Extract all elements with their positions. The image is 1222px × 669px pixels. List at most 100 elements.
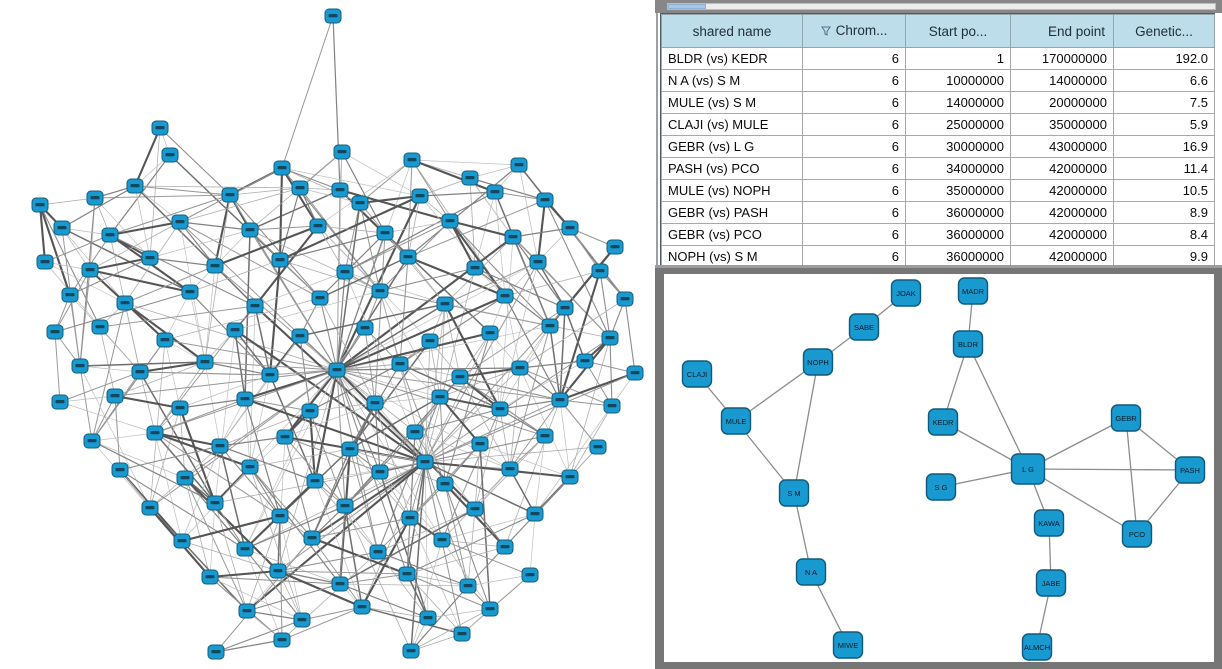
table-row[interactable]: GEBR (vs) PASH 6 36000000 42000000 8.9 xyxy=(661,201,1215,224)
table-row[interactable]: CLAJI (vs) MULE 6 25000000 35000000 5.9 xyxy=(661,113,1215,136)
graph-node[interactable] xyxy=(466,260,484,276)
graph-node[interactable] xyxy=(306,473,324,489)
graph-node[interactable] xyxy=(436,476,454,492)
graph-node[interactable] xyxy=(601,330,619,346)
graph-node[interactable] xyxy=(173,533,191,549)
cell-value[interactable]: 8.4 xyxy=(1113,223,1215,246)
graph-node[interactable] xyxy=(486,184,504,200)
graph-node[interactable] xyxy=(36,254,54,270)
cell-value[interactable]: 6 xyxy=(802,91,906,114)
col-header-chromosome[interactable]: Chrom... xyxy=(802,14,906,48)
cell-value[interactable]: 6 xyxy=(802,179,906,202)
cell-value[interactable]: 170000000 xyxy=(1010,47,1114,70)
graph-node[interactable] xyxy=(171,400,189,416)
graph-node[interactable] xyxy=(273,632,291,648)
graph-node[interactable] xyxy=(246,298,264,314)
cell-value[interactable]: 20000000 xyxy=(1010,91,1114,114)
cell-value[interactable]: 16.9 xyxy=(1113,135,1215,158)
graph-node-shape[interactable] xyxy=(802,348,834,376)
table-row[interactable]: MULE (vs) S M 6 14000000 20000000 7.5 xyxy=(661,91,1215,114)
graph-node[interactable] xyxy=(211,438,229,454)
graph-node[interactable] xyxy=(141,250,159,266)
graph-node[interactable] xyxy=(241,459,259,475)
graph-node[interactable] xyxy=(626,365,644,381)
graph-node[interactable] xyxy=(131,364,149,380)
graph-node-shape[interactable] xyxy=(952,330,984,358)
table-row[interactable]: MULE (vs) NOPH 6 35000000 42000000 10.5 xyxy=(661,179,1215,202)
graph-node[interactable] xyxy=(271,508,289,524)
graph-node[interactable] xyxy=(241,222,259,238)
col-header-genetic[interactable]: Genetic... xyxy=(1113,14,1215,48)
cell-value[interactable]: 43000000 xyxy=(1010,135,1114,158)
graph-node-shape[interactable] xyxy=(890,279,922,307)
cell-shared-name[interactable]: GEBR (vs) PCO xyxy=(661,223,803,246)
graph-node[interactable] xyxy=(521,567,539,583)
col-header-end-point[interactable]: End point xyxy=(1010,14,1114,48)
graph-node[interactable] xyxy=(459,578,477,594)
graph-node[interactable]: SABE xyxy=(848,313,880,341)
graph-node-shape[interactable] xyxy=(848,313,880,341)
graph-node[interactable] xyxy=(436,296,454,312)
graph-node-shape[interactable] xyxy=(1021,633,1053,661)
graph-node[interactable] xyxy=(366,395,384,411)
graph-node-shape[interactable] xyxy=(1035,569,1067,597)
graph-node[interactable] xyxy=(371,464,389,480)
graph-node[interactable] xyxy=(46,324,64,340)
graph-node[interactable]: JABE xyxy=(1035,569,1067,597)
graph-node[interactable] xyxy=(151,120,169,136)
graph-node[interactable] xyxy=(116,295,134,311)
graph-node[interactable] xyxy=(504,229,522,245)
graph-node[interactable] xyxy=(156,332,174,348)
graph-node[interactable] xyxy=(411,188,429,204)
graph-node[interactable] xyxy=(221,187,239,203)
graph-node[interactable] xyxy=(271,252,289,268)
graph-node[interactable] xyxy=(406,424,424,440)
graph-node[interactable] xyxy=(336,264,354,280)
graph-node[interactable] xyxy=(481,325,499,341)
graph-node[interactable] xyxy=(491,401,509,417)
cell-value[interactable]: 8.9 xyxy=(1113,201,1215,224)
cell-value[interactable]: 42000000 xyxy=(1010,157,1114,180)
graph-node[interactable] xyxy=(111,462,129,478)
graph-node-shape[interactable] xyxy=(1033,509,1065,537)
cell-value[interactable]: 192.0 xyxy=(1113,47,1215,70)
table-row[interactable]: N A (vs) S M 6 10000000 14000000 6.6 xyxy=(661,69,1215,92)
cell-value[interactable]: 6 xyxy=(802,245,906,268)
graph-node[interactable] xyxy=(353,599,371,615)
graph-node[interactable] xyxy=(91,319,109,335)
cell-shared-name[interactable]: GEBR (vs) PASH xyxy=(661,201,803,224)
graph-node[interactable] xyxy=(53,220,71,236)
funnel-icon[interactable] xyxy=(820,24,831,39)
graph-node[interactable] xyxy=(126,178,144,194)
graph-node[interactable] xyxy=(591,263,609,279)
cell-value[interactable]: 42000000 xyxy=(1010,179,1114,202)
graph-node[interactable] xyxy=(301,403,319,419)
graph-node[interactable] xyxy=(401,510,419,526)
table-row[interactable]: NOPH (vs) S M 6 36000000 42000000 9.9 xyxy=(661,245,1215,268)
graph-node[interactable] xyxy=(324,8,342,24)
graph-node[interactable] xyxy=(453,626,471,642)
graph-node[interactable] xyxy=(206,495,224,511)
graph-node[interactable] xyxy=(309,218,327,234)
graph-node[interactable] xyxy=(201,569,219,585)
graph-node[interactable] xyxy=(331,576,349,592)
graph-node[interactable] xyxy=(181,284,199,300)
graph-node[interactable] xyxy=(536,428,554,444)
graph-node[interactable] xyxy=(273,160,291,176)
table-row[interactable]: GEBR (vs) L G 6 30000000 43000000 16.9 xyxy=(661,135,1215,158)
cell-value[interactable]: 6.6 xyxy=(1113,69,1215,92)
graph-node[interactable] xyxy=(471,436,489,452)
graph-node[interactable] xyxy=(403,152,421,168)
graph-node[interactable] xyxy=(341,441,359,457)
graph-node[interactable]: MIWE xyxy=(832,631,864,659)
graph-node[interactable] xyxy=(501,461,519,477)
cell-value[interactable]: 36000000 xyxy=(905,201,1011,224)
cell-value[interactable]: 25000000 xyxy=(905,113,1011,136)
graph-node[interactable] xyxy=(196,354,214,370)
graph-node[interactable] xyxy=(536,192,554,208)
graph-node[interactable]: MADR xyxy=(957,277,989,305)
cell-value[interactable]: 14000000 xyxy=(1010,69,1114,92)
cell-value[interactable]: 6 xyxy=(802,135,906,158)
graph-node[interactable] xyxy=(171,214,189,230)
graph-node-shape[interactable] xyxy=(1174,456,1206,484)
